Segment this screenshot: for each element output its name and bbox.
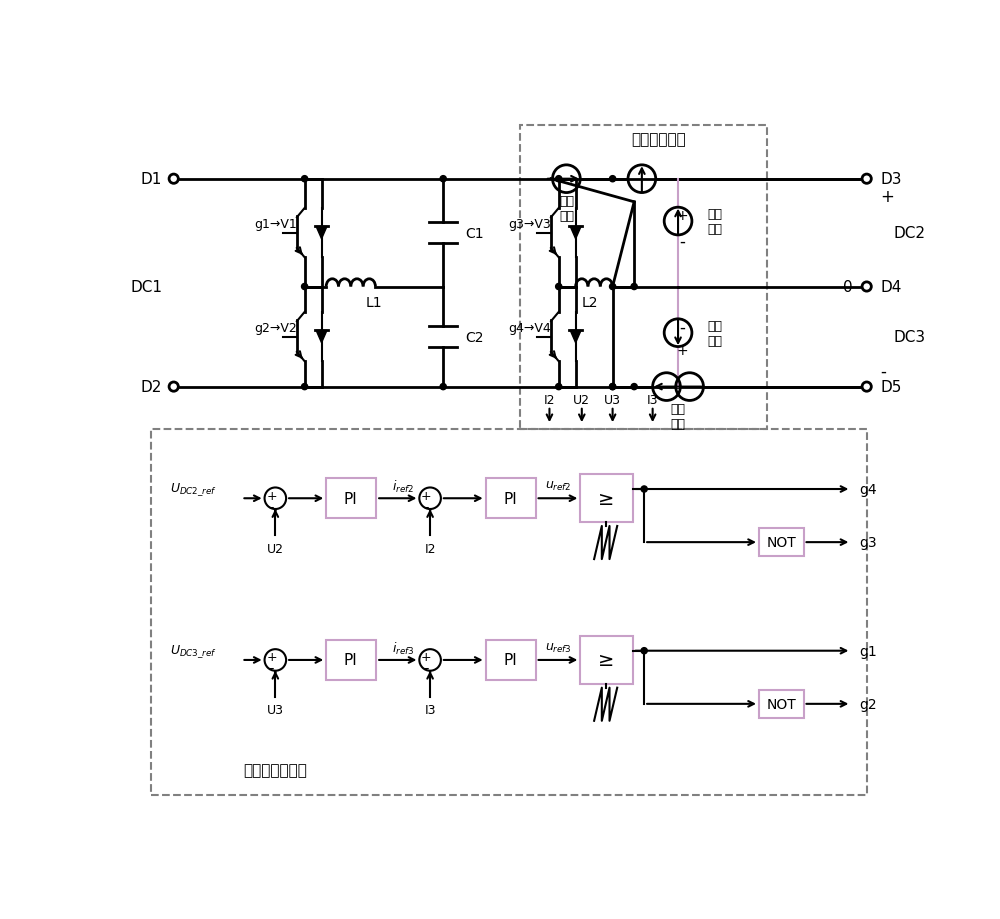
Text: ≥: ≥ bbox=[598, 651, 615, 670]
Text: $U_{DC3\_ref}$: $U_{DC3\_ref}$ bbox=[170, 642, 217, 659]
Text: -: - bbox=[269, 499, 274, 514]
Text: D1: D1 bbox=[141, 172, 162, 187]
Text: -: - bbox=[269, 661, 274, 675]
Text: +: + bbox=[676, 209, 688, 222]
Text: L2: L2 bbox=[581, 296, 598, 310]
Circle shape bbox=[631, 284, 637, 290]
Polygon shape bbox=[316, 227, 327, 240]
Text: ≥: ≥ bbox=[598, 489, 615, 508]
Text: NOT: NOT bbox=[766, 698, 796, 711]
Polygon shape bbox=[316, 331, 327, 344]
Text: U2: U2 bbox=[267, 542, 284, 555]
Text: 电流
采集: 电流 采集 bbox=[559, 195, 574, 222]
Circle shape bbox=[631, 384, 637, 391]
Text: $U_{DC2\_ref}$: $U_{DC2\_ref}$ bbox=[170, 482, 217, 498]
Circle shape bbox=[556, 284, 562, 290]
Text: g3: g3 bbox=[859, 536, 877, 550]
Text: I3: I3 bbox=[647, 393, 658, 407]
Text: +: + bbox=[266, 651, 277, 664]
Text: PI: PI bbox=[344, 492, 358, 506]
Text: +: + bbox=[881, 187, 894, 206]
Circle shape bbox=[641, 486, 647, 493]
Text: g1: g1 bbox=[859, 644, 877, 658]
Circle shape bbox=[556, 176, 562, 183]
Text: PI: PI bbox=[503, 492, 517, 506]
Text: 电压
采集: 电压 采集 bbox=[707, 319, 722, 347]
Text: 电流
采集: 电流 采集 bbox=[671, 403, 686, 430]
Text: $u_{ref3}$: $u_{ref3}$ bbox=[545, 641, 571, 654]
Text: PI: PI bbox=[503, 652, 517, 668]
Circle shape bbox=[169, 175, 178, 184]
Circle shape bbox=[169, 382, 178, 391]
Text: +: + bbox=[266, 489, 277, 502]
Circle shape bbox=[610, 384, 616, 391]
Text: 电压
采集: 电压 采集 bbox=[707, 208, 722, 236]
Text: +: + bbox=[676, 344, 688, 357]
Text: $i_{ref3}$: $i_{ref3}$ bbox=[392, 640, 414, 656]
Text: U3: U3 bbox=[604, 393, 621, 407]
Text: -: - bbox=[679, 318, 685, 336]
Text: $i_{ref2}$: $i_{ref2}$ bbox=[392, 479, 414, 494]
Circle shape bbox=[302, 284, 308, 290]
Polygon shape bbox=[570, 331, 581, 344]
Circle shape bbox=[440, 384, 446, 391]
Circle shape bbox=[556, 384, 562, 391]
Text: 控制器算法部分: 控制器算法部分 bbox=[243, 763, 307, 777]
Text: NOT: NOT bbox=[766, 536, 796, 550]
Text: 0: 0 bbox=[843, 279, 853, 295]
Text: C2: C2 bbox=[465, 330, 483, 345]
Text: -: - bbox=[424, 661, 429, 675]
Text: g2→V2: g2→V2 bbox=[254, 322, 297, 335]
Text: -: - bbox=[424, 499, 429, 514]
Circle shape bbox=[610, 384, 616, 391]
Text: g3→V3: g3→V3 bbox=[508, 218, 551, 231]
Circle shape bbox=[610, 284, 616, 290]
Circle shape bbox=[862, 382, 871, 391]
Text: I3: I3 bbox=[424, 704, 436, 717]
Text: g4→V4: g4→V4 bbox=[508, 322, 551, 335]
Text: U3: U3 bbox=[267, 704, 284, 717]
Circle shape bbox=[440, 176, 446, 183]
Circle shape bbox=[862, 175, 871, 184]
Polygon shape bbox=[570, 227, 581, 240]
Text: PI: PI bbox=[344, 652, 358, 668]
Text: g1→V1: g1→V1 bbox=[254, 218, 297, 231]
Text: L1: L1 bbox=[366, 296, 382, 310]
Text: -: - bbox=[679, 232, 685, 250]
Text: $u_{ref2}$: $u_{ref2}$ bbox=[545, 480, 571, 493]
Text: I2: I2 bbox=[424, 542, 436, 555]
Text: D5: D5 bbox=[881, 380, 902, 394]
Text: +: + bbox=[421, 489, 432, 502]
Text: DC3: DC3 bbox=[894, 330, 926, 345]
Text: DC1: DC1 bbox=[130, 279, 162, 295]
Circle shape bbox=[862, 282, 871, 292]
Circle shape bbox=[641, 648, 647, 654]
Text: U2: U2 bbox=[573, 393, 590, 407]
Text: D3: D3 bbox=[881, 172, 902, 187]
Text: -: - bbox=[881, 363, 886, 380]
Text: 检测电路部分: 检测电路部分 bbox=[631, 132, 686, 147]
Text: DC2: DC2 bbox=[894, 226, 926, 241]
Circle shape bbox=[610, 176, 616, 183]
Text: D2: D2 bbox=[141, 380, 162, 394]
Text: g2: g2 bbox=[859, 698, 877, 711]
Text: C1: C1 bbox=[465, 226, 483, 241]
Text: D4: D4 bbox=[881, 279, 902, 295]
Circle shape bbox=[302, 176, 308, 183]
Text: +: + bbox=[421, 651, 432, 664]
Text: g4: g4 bbox=[859, 482, 877, 496]
Text: I2: I2 bbox=[544, 393, 555, 407]
Circle shape bbox=[302, 384, 308, 391]
